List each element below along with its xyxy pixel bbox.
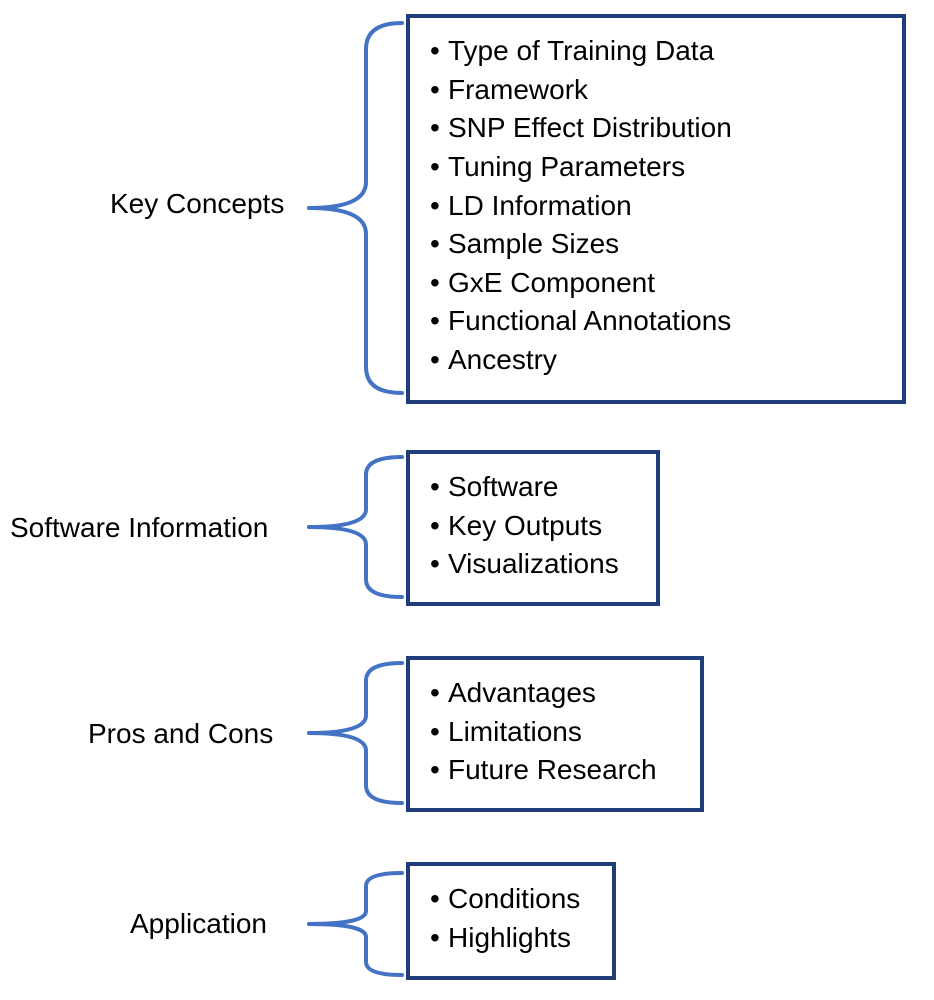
item-software-information: Software bbox=[434, 468, 638, 507]
section-label-application: Application bbox=[130, 908, 267, 940]
brace-software-information bbox=[304, 454, 404, 600]
brace-pros-and-cons bbox=[304, 660, 404, 806]
section-label-pros-and-cons: Pros and Cons bbox=[88, 718, 273, 750]
item-application: Conditions bbox=[434, 880, 594, 919]
section-label-software-information: Software Information bbox=[10, 512, 268, 544]
item-pros-and-cons: Limitations bbox=[434, 713, 682, 752]
item-key-concepts: SNP Effect Distribution bbox=[434, 109, 884, 148]
item-list-key-concepts: Type of Training DataFrameworkSNP Effect… bbox=[410, 18, 902, 394]
item-list-application: ConditionsHighlights bbox=[410, 866, 612, 971]
item-pros-and-cons: Future Research bbox=[434, 751, 682, 790]
item-key-concepts: Framework bbox=[434, 71, 884, 110]
brace-application bbox=[304, 870, 404, 978]
box-key-concepts: Type of Training DataFrameworkSNP Effect… bbox=[406, 14, 906, 404]
item-key-concepts: Sample Sizes bbox=[434, 225, 884, 264]
section-label-key-concepts: Key Concepts bbox=[110, 188, 284, 220]
item-software-information: Visualizations bbox=[434, 545, 638, 584]
box-pros-and-cons: AdvantagesLimitationsFuture Research bbox=[406, 656, 704, 812]
item-pros-and-cons: Advantages bbox=[434, 674, 682, 713]
item-key-concepts: Functional Annotations bbox=[434, 302, 884, 341]
box-application: ConditionsHighlights bbox=[406, 862, 616, 980]
diagram-canvas: Key Concepts Type of Training DataFramewo… bbox=[0, 0, 934, 1000]
box-software-information: SoftwareKey OutputsVisualizations bbox=[406, 450, 660, 606]
item-key-concepts: Type of Training Data bbox=[434, 32, 884, 71]
item-key-concepts: Tuning Parameters bbox=[434, 148, 884, 187]
brace-key-concepts bbox=[304, 20, 404, 396]
item-key-concepts: LD Information bbox=[434, 187, 884, 226]
item-list-pros-and-cons: AdvantagesLimitationsFuture Research bbox=[410, 660, 700, 804]
item-list-software-information: SoftwareKey OutputsVisualizations bbox=[410, 454, 656, 598]
item-key-concepts: Ancestry bbox=[434, 341, 884, 380]
item-key-concepts: GxE Component bbox=[434, 264, 884, 303]
item-application: Highlights bbox=[434, 919, 594, 958]
item-software-information: Key Outputs bbox=[434, 507, 638, 546]
